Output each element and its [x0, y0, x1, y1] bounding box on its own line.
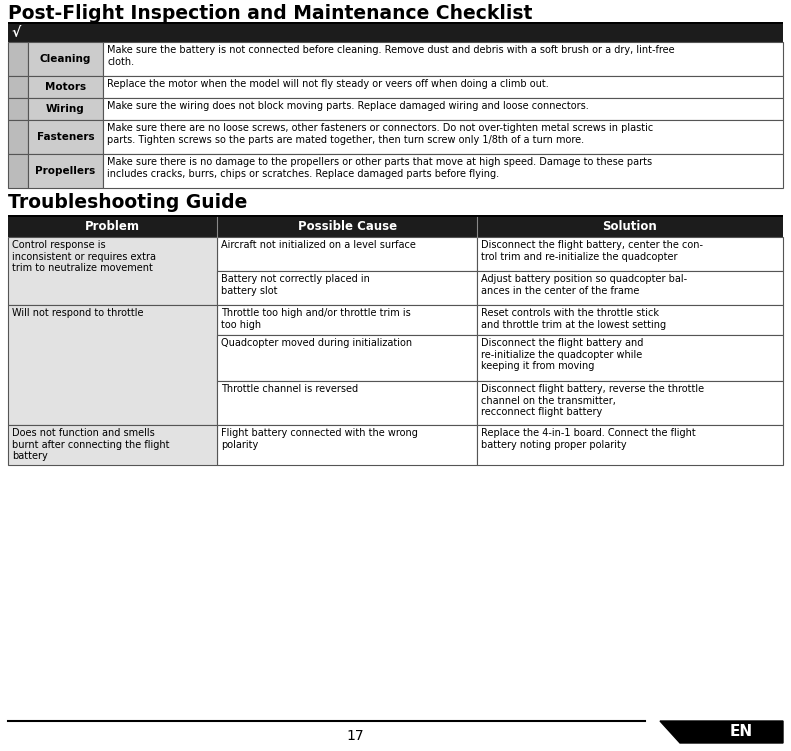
Bar — [218, 381, 477, 425]
Bar — [477, 425, 783, 465]
Text: Possible Cause: Possible Cause — [297, 221, 396, 234]
Bar — [8, 237, 218, 305]
Text: Will not respond to throttle: Will not respond to throttle — [12, 308, 143, 318]
Text: Problem: Problem — [85, 221, 140, 234]
Text: Control response is
inconsistent or requires extra
trim to neutralize movement: Control response is inconsistent or requ… — [12, 240, 156, 273]
Text: Disconnect the flight battery, center the con-
trol trim and re-initialize the q: Disconnect the flight battery, center th… — [481, 240, 703, 261]
Text: EN: EN — [730, 725, 753, 740]
Bar — [28, 154, 103, 188]
Text: Quadcopter moved during initialization: Quadcopter moved during initialization — [221, 338, 412, 348]
Text: Throttle too high and/or throttle trim is
too high: Throttle too high and/or throttle trim i… — [221, 308, 411, 330]
Text: Reset controls with the throttle stick
and throttle trim at the lowest setting: Reset controls with the throttle stick a… — [481, 308, 666, 330]
Text: Disconnect flight battery, reverse the throttle
channel on the transmitter,
recc: Disconnect flight battery, reverse the t… — [481, 384, 704, 418]
Bar — [28, 98, 103, 120]
Text: Battery not correctly placed in
battery slot: Battery not correctly placed in battery … — [221, 274, 370, 296]
Bar — [477, 237, 783, 271]
Text: Wiring: Wiring — [46, 104, 85, 114]
Bar — [477, 335, 783, 381]
Text: Replace the motor when the model will not fly steady or veers off when doing a c: Replace the motor when the model will no… — [107, 79, 549, 89]
Bar — [477, 381, 783, 425]
Bar — [8, 24, 783, 42]
Bar — [8, 76, 28, 98]
Text: Replace the 4-in-1 board. Connect the flight
battery noting proper polarity: Replace the 4-in-1 board. Connect the fl… — [481, 428, 695, 450]
Bar — [8, 22, 783, 24]
Bar — [218, 271, 477, 305]
Text: Cleaning: Cleaning — [40, 54, 91, 64]
Bar — [103, 154, 783, 188]
Text: √: √ — [11, 26, 21, 40]
Text: 17: 17 — [346, 729, 365, 743]
Text: Disconnect the flight battery and
re-initialize the quadcopter while
keeping it : Disconnect the flight battery and re-ini… — [481, 338, 643, 371]
Bar — [218, 335, 477, 381]
Text: Aircraft not initialized on a level surface: Aircraft not initialized on a level surf… — [221, 240, 416, 250]
Text: Make sure the wiring does not block moving parts. Replace damaged wiring and loo: Make sure the wiring does not block movi… — [107, 101, 589, 111]
Text: Solution: Solution — [603, 221, 657, 234]
Bar — [8, 98, 28, 120]
Text: Fasteners: Fasteners — [36, 132, 94, 142]
Bar — [8, 425, 218, 465]
Text: Make sure there is no damage to the propellers or other parts that move at high : Make sure there is no damage to the prop… — [107, 157, 652, 179]
Bar — [8, 42, 28, 76]
Text: Flight battery connected with the wrong
polarity: Flight battery connected with the wrong … — [221, 428, 418, 450]
Text: Throttle channel is reversed: Throttle channel is reversed — [221, 384, 358, 394]
Bar — [8, 217, 783, 237]
Bar — [103, 98, 783, 120]
Bar — [8, 154, 28, 188]
Text: Propellers: Propellers — [36, 166, 96, 176]
Bar — [103, 120, 783, 154]
Text: Troubleshooting Guide: Troubleshooting Guide — [8, 193, 248, 212]
Bar — [103, 76, 783, 98]
Text: Adjust battery position so quadcopter bal-
ances in the center of the frame: Adjust battery position so quadcopter ba… — [481, 274, 687, 296]
Bar — [218, 305, 477, 335]
Bar — [8, 305, 218, 425]
Bar — [477, 305, 783, 335]
Bar — [218, 237, 477, 271]
Bar — [477, 271, 783, 305]
Bar — [8, 215, 783, 217]
Bar — [218, 425, 477, 465]
Polygon shape — [660, 721, 783, 743]
Bar — [8, 120, 28, 154]
Bar — [103, 42, 783, 76]
Text: Make sure there are no loose screws, other fasteners or connectors. Do not over-: Make sure there are no loose screws, oth… — [107, 123, 653, 145]
Text: Motors: Motors — [45, 82, 86, 92]
Bar — [28, 120, 103, 154]
Text: Post-Flight Inspection and Maintenance Checklist: Post-Flight Inspection and Maintenance C… — [8, 4, 532, 23]
Bar — [28, 76, 103, 98]
Bar — [28, 42, 103, 76]
Text: Does not function and smells
burnt after connecting the flight
battery: Does not function and smells burnt after… — [12, 428, 169, 461]
Text: Make sure the battery is not connected before cleaning. Remove dust and debris w: Make sure the battery is not connected b… — [107, 45, 675, 67]
